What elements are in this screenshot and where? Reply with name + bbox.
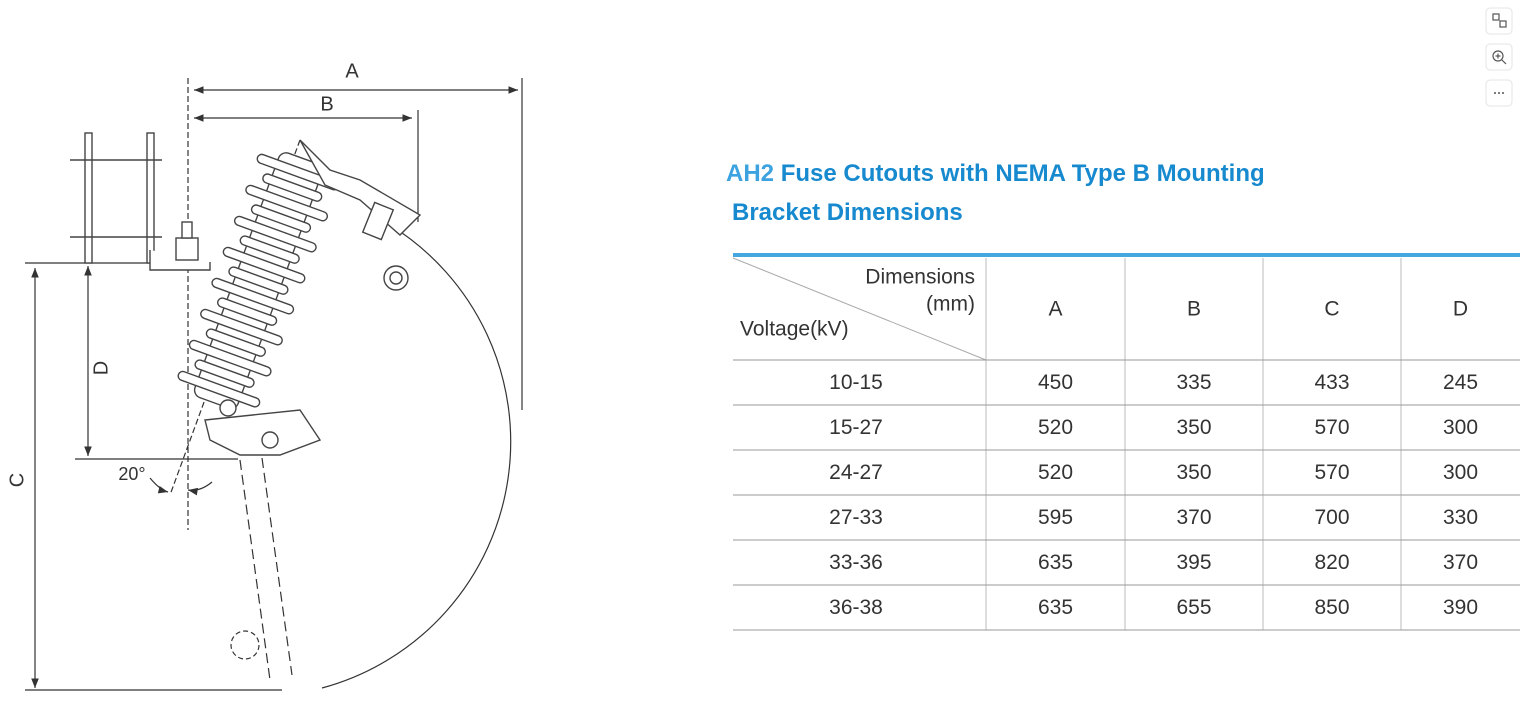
dimension-cell: 655 xyxy=(1176,596,1211,619)
shed xyxy=(205,328,266,357)
dimension-cell: 820 xyxy=(1314,551,1349,574)
corner-diagonal xyxy=(732,257,987,361)
dimension-label: B xyxy=(320,93,333,115)
table: Dimensions (mm) Voltage(kV) A B C D 10-15 450… xyxy=(732,257,1520,631)
dimension-cell: 370 xyxy=(1443,551,1478,574)
title-line: Bracket Dimensions xyxy=(732,199,963,226)
voltage-cell: 15-27 xyxy=(829,416,883,439)
dimension-cell: 595 xyxy=(1038,506,1073,529)
zoom-button[interactable] xyxy=(1485,43,1513,71)
dimension-cell: 570 xyxy=(1314,461,1349,484)
voltage-cell: 10-15 xyxy=(829,371,883,394)
dimension-cell: 350 xyxy=(1176,461,1211,484)
shed xyxy=(211,277,295,315)
dimension-label: D xyxy=(90,361,112,375)
voltage-cell: 27-33 xyxy=(829,506,883,529)
toolbar xyxy=(1485,7,1513,107)
angle-label: 20° xyxy=(118,464,145,484)
dimension-cell: 450 xyxy=(1038,371,1073,394)
dimension-label: A xyxy=(345,60,359,82)
dimension-cell: 330 xyxy=(1443,506,1478,529)
column-header: D xyxy=(1453,298,1468,321)
drawing: A B C D 20° xyxy=(6,60,523,691)
compare-button[interactable] xyxy=(1485,7,1513,35)
dimension-cell: 635 xyxy=(1038,551,1073,574)
corner-header: Voltage(kV) xyxy=(740,318,849,341)
voltage-cell: 33-36 xyxy=(829,551,883,574)
dimension-cell: 635 xyxy=(1038,596,1073,619)
insulator xyxy=(177,152,340,410)
shed xyxy=(188,339,272,377)
dimension-cell: 850 xyxy=(1314,596,1349,619)
shed xyxy=(222,246,306,284)
voltage-cell: 24-27 xyxy=(829,461,883,484)
dimension-cell: 350 xyxy=(1176,416,1211,439)
dimension-cell: 433 xyxy=(1314,371,1349,394)
shed xyxy=(194,359,255,388)
shed xyxy=(233,215,317,253)
corner-header: Dimensions xyxy=(865,266,975,289)
dimension-cell: 300 xyxy=(1443,416,1478,439)
corner-header: (mm) xyxy=(926,293,975,316)
shed xyxy=(200,308,283,346)
shed xyxy=(228,266,289,295)
column-header: C xyxy=(1324,298,1339,321)
shed xyxy=(217,297,278,326)
dimension-cell: 700 xyxy=(1314,506,1349,529)
more-button[interactable] xyxy=(1485,79,1513,107)
dimension-cell: 245 xyxy=(1443,371,1478,394)
shed xyxy=(250,204,312,233)
shed xyxy=(245,184,329,222)
shed xyxy=(177,370,261,408)
title: AH2 Fuse Cutouts with NEMA Type B Mounti… xyxy=(726,160,1265,188)
dimension-cell: 570 xyxy=(1314,416,1349,439)
column-header: A xyxy=(1048,298,1062,321)
dimension-cell: 520 xyxy=(1038,416,1073,439)
title-line: Fuse Cutouts with NEMA Type B Mounting xyxy=(780,160,1265,187)
dimension-cell: 520 xyxy=(1038,461,1073,484)
dimension-cell: 395 xyxy=(1176,551,1211,574)
title-model: AH2 xyxy=(726,160,775,187)
dimension-label: C xyxy=(6,473,28,487)
shed xyxy=(239,235,300,264)
column-header: B xyxy=(1187,298,1201,321)
shed xyxy=(262,173,323,202)
voltage-cell: 36-38 xyxy=(829,596,883,619)
dimension-cell: 335 xyxy=(1176,371,1211,394)
dimension-cell: 390 xyxy=(1443,596,1478,619)
dimension-cell: 370 xyxy=(1176,506,1211,529)
dimension-cell: 300 xyxy=(1443,461,1478,484)
